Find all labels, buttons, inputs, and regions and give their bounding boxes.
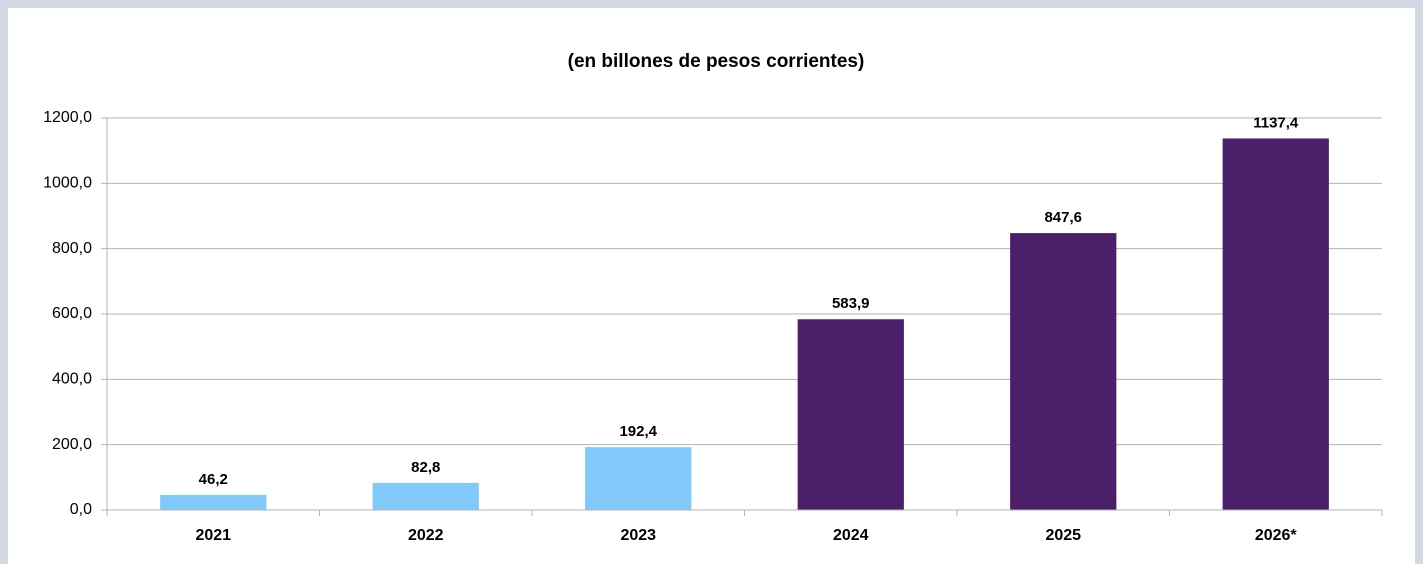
value-label: 1137,4 [1253,114,1299,131]
bar [372,482,479,510]
chart-title: (en billones de pesos corrientes) [568,51,865,72]
y-tick-label: 1200,0 [43,109,92,126]
y-tick-label: 600,0 [52,305,92,322]
value-label: 847,6 [1044,209,1082,226]
x-tick-label: 2026* [1255,527,1298,544]
bar [1010,233,1117,510]
y-tick-label: 400,0 [52,371,92,388]
y-tick-label: 0,0 [70,501,92,518]
y-tick-label: 200,0 [52,436,92,453]
x-tick-label: 2025 [1045,527,1081,544]
x-tick-label: 2023 [620,527,656,544]
value-label: 46,2 [199,471,228,488]
y-tick-label: 800,0 [52,240,92,257]
x-tick-label: 2022 [408,527,444,544]
bar [160,494,267,510]
x-tick-label: 2021 [195,527,231,544]
bar [797,319,904,510]
value-label: 583,9 [832,295,870,312]
y-tick-label: 1000,0 [43,175,92,192]
panel [8,8,1415,564]
value-label: 82,8 [411,459,440,476]
x-tick-label: 2024 [833,527,869,544]
value-label: 192,4 [619,423,657,440]
bar [585,447,692,510]
bar [1222,138,1329,510]
